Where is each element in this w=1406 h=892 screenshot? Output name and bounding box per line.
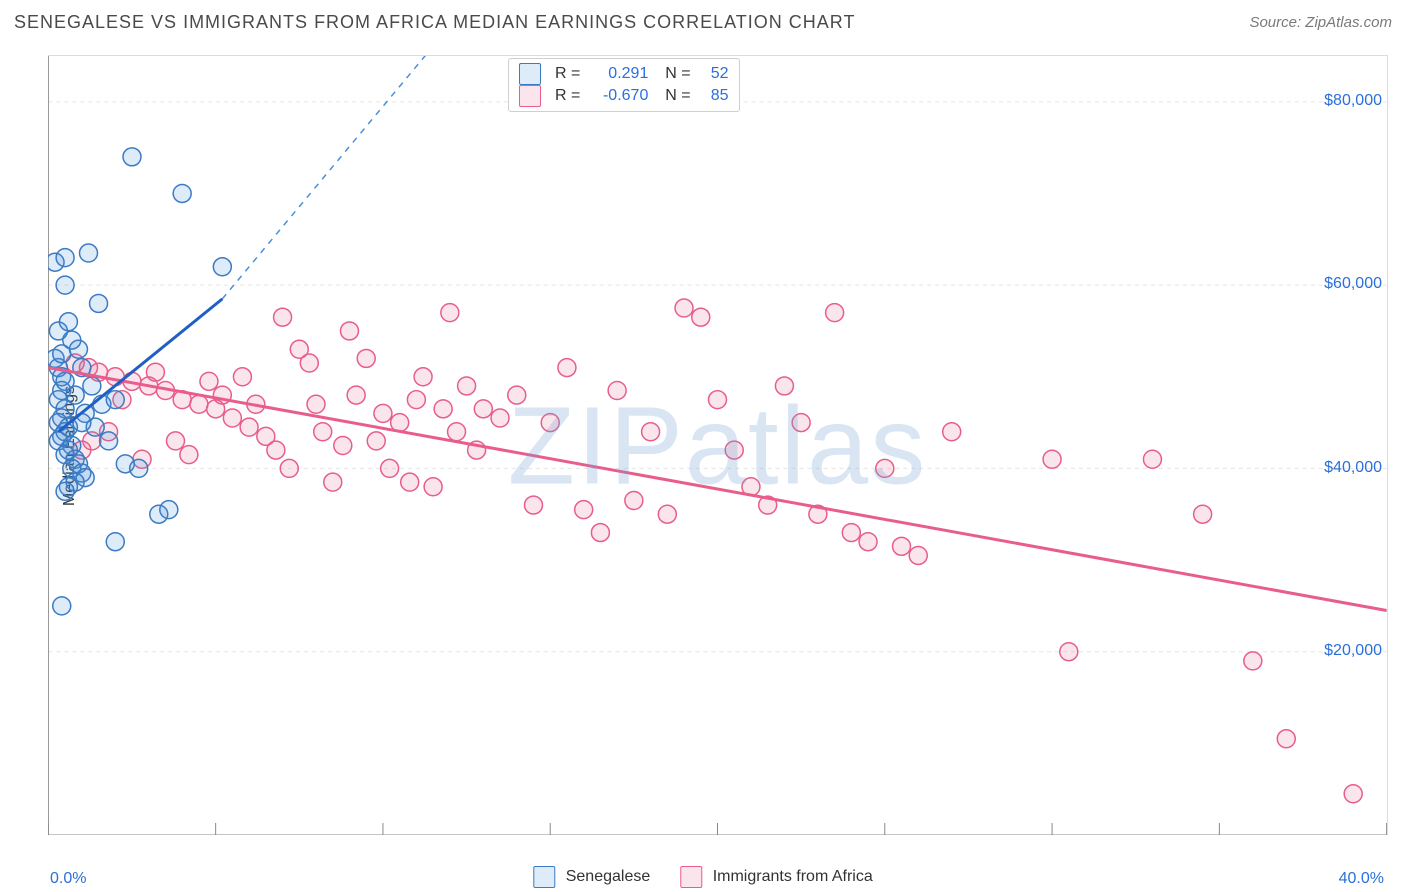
scatter-plot-svg — [48, 56, 1387, 835]
legend-row-series-1: R = -0.670 N = 85 — [519, 85, 729, 107]
legend-label-0: Senegalese — [566, 868, 651, 885]
legend-row-series-0: R = 0.291 N = 52 — [519, 63, 729, 85]
y-tick-label: $20,000 — [1324, 642, 1382, 660]
x-axis-max-label: 40.0% — [1339, 870, 1384, 888]
n-value-0: 52 — [699, 65, 729, 83]
r-value-1: -0.670 — [588, 87, 648, 105]
legend-swatch-icon — [680, 866, 702, 888]
chart-title: SENEGALESE VS IMMIGRANTS FROM AFRICA MED… — [14, 12, 855, 33]
r-label: R = — [555, 65, 580, 83]
n-value-1: 85 — [699, 87, 729, 105]
legend-swatch-0 — [519, 63, 541, 85]
n-label: N = — [656, 65, 690, 83]
chart-area: ZIPatlas R = 0.291 N = 52 R = -0.670 N =… — [48, 55, 1388, 835]
series-legend: Senegalese Immigrants from Africa — [533, 866, 872, 888]
legend-item-1: Immigrants from Africa — [680, 866, 872, 888]
y-tick-label: $80,000 — [1324, 92, 1382, 110]
r-value-0: 0.291 — [588, 65, 648, 83]
source-label: Source: ZipAtlas.com — [1249, 14, 1392, 31]
legend-item-0: Senegalese — [533, 866, 650, 888]
x-axis-min-label: 0.0% — [50, 870, 86, 888]
correlation-legend: R = 0.291 N = 52 R = -0.670 N = 85 — [508, 58, 740, 112]
n-label: N = — [656, 87, 690, 105]
legend-swatch-icon — [533, 866, 555, 888]
r-label: R = — [555, 87, 580, 105]
y-tick-label: $60,000 — [1324, 275, 1382, 293]
legend-label-1: Immigrants from Africa — [713, 868, 873, 885]
legend-swatch-1 — [519, 85, 541, 107]
y-tick-label: $40,000 — [1324, 459, 1382, 477]
